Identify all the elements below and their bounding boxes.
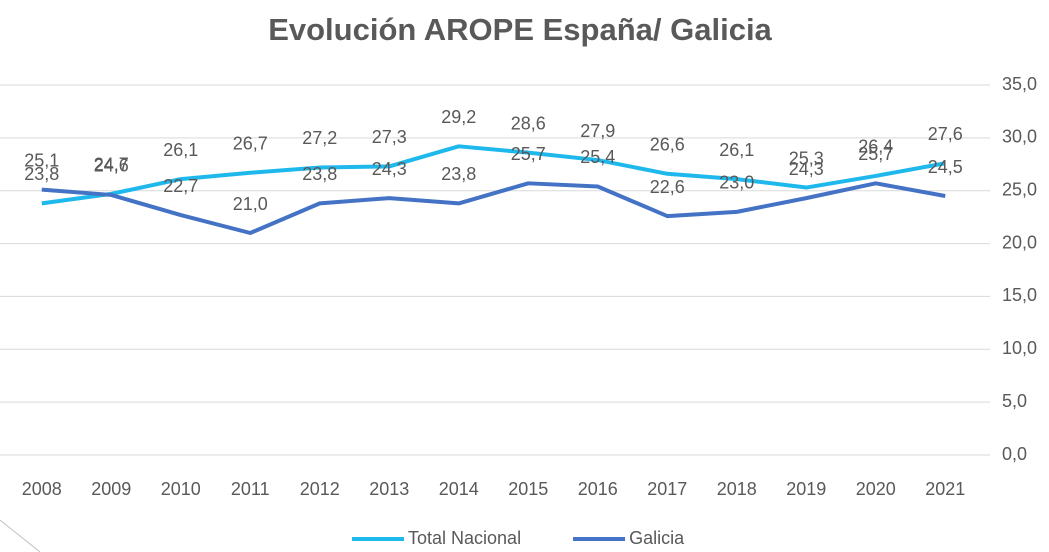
data-label: 23,8 — [24, 164, 59, 184]
data-label: 23,8 — [441, 164, 476, 184]
data-label: 23,0 — [719, 173, 754, 193]
data-label: 25,3 — [789, 148, 824, 168]
chart-title: Evolución AROPE España/ Galicia — [268, 12, 772, 47]
data-label: 29,2 — [441, 107, 476, 127]
data-label: 24,3 — [789, 159, 824, 179]
data-label: 23,8 — [302, 164, 337, 184]
data-label: 24,5 — [928, 157, 963, 177]
data-label: 25,7 — [511, 144, 546, 164]
data-label: 25,4 — [580, 147, 615, 167]
x-tick-label: 2009 — [91, 479, 131, 499]
x-tick-label: 2013 — [369, 479, 409, 499]
x-tick-label: 2019 — [786, 479, 826, 499]
data-label: 26,4 — [858, 137, 893, 157]
data-label: 27,9 — [580, 121, 615, 141]
x-tick-label: 2018 — [717, 479, 757, 499]
y-tick-label: 20,0 — [1002, 232, 1037, 252]
y-tick-label: 10,0 — [1002, 338, 1037, 358]
x-tick-label: 2015 — [508, 479, 548, 499]
data-label: 28,6 — [511, 113, 546, 133]
x-tick-label: 2017 — [647, 479, 687, 499]
data-label: 24,7 — [94, 155, 129, 175]
data-label: 26,1 — [163, 140, 198, 160]
x-tick-label: 2010 — [161, 479, 201, 499]
x-tick-label: 2021 — [925, 479, 965, 499]
data-label: 25,7 — [858, 144, 893, 164]
data-label: 27,6 — [928, 124, 963, 144]
data-label: 21,0 — [233, 194, 268, 214]
x-tick-label: 2011 — [231, 479, 270, 499]
data-label: 26,1 — [719, 140, 754, 160]
x-tick-label: 2008 — [22, 479, 62, 499]
data-label: 26,6 — [650, 135, 685, 155]
y-tick-label: 30,0 — [1002, 127, 1037, 147]
data-label: 22,6 — [650, 177, 685, 197]
data-label: 25,1 — [24, 150, 59, 170]
data-label: 27,3 — [372, 127, 407, 147]
data-label: 22,7 — [163, 176, 198, 196]
y-tick-label: 35,0 — [1002, 74, 1037, 94]
y-tick-label: 5,0 — [1002, 391, 1027, 411]
y-tick-label: 15,0 — [1002, 285, 1037, 305]
x-tick-label: 2020 — [856, 479, 896, 499]
y-tick-label: 0,0 — [1002, 444, 1027, 464]
decoration — [0, 519, 41, 552]
x-tick-label: 2016 — [578, 479, 618, 499]
data-label: 27,2 — [302, 128, 337, 148]
data-label: 24,6 — [94, 156, 129, 176]
data-label: 24,3 — [372, 159, 407, 179]
series-line — [41, 144, 946, 206]
x-tick-label: 2014 — [439, 479, 479, 499]
legend-label: Galicia — [629, 528, 685, 548]
y-tick-label: 25,0 — [1002, 179, 1037, 199]
data-label: 26,7 — [233, 133, 268, 153]
legend-label: Total Nacional — [408, 528, 521, 548]
series-line — [41, 181, 946, 235]
x-tick-label: 2012 — [300, 479, 340, 499]
